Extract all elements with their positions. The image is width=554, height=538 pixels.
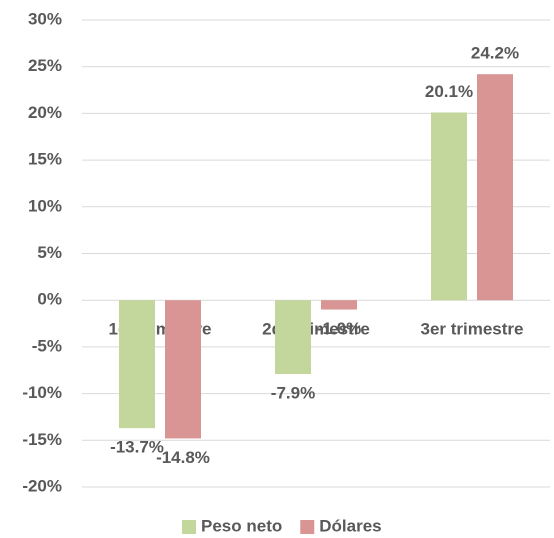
- y-tick-label: 20%: [28, 103, 62, 122]
- data-label: -14.8%: [156, 448, 210, 467]
- y-tick-label: 10%: [28, 196, 62, 215]
- data-label: 24.2%: [471, 44, 519, 63]
- y-tick-label: -15%: [22, 430, 62, 449]
- y-tick-label: -20%: [22, 476, 62, 495]
- bar: [165, 300, 201, 439]
- legend-label: Peso neto: [201, 516, 282, 535]
- bar: [119, 300, 155, 429]
- bar: [477, 74, 513, 301]
- data-label: 20.1%: [425, 82, 473, 101]
- y-tick-label: -10%: [22, 383, 62, 402]
- y-tick-label: 15%: [28, 150, 62, 169]
- y-tick-label: 0%: [37, 290, 62, 309]
- y-tick-label: 5%: [37, 243, 62, 262]
- bar: [275, 300, 311, 374]
- x-tick-label: 3er trimestre: [420, 320, 523, 339]
- bar: [431, 112, 467, 301]
- data-label: -7.9%: [271, 383, 315, 402]
- data-label: -1.0%: [317, 319, 361, 338]
- y-tick-label: 25%: [28, 56, 62, 75]
- legend-swatch: [300, 520, 315, 534]
- legend-label: Dólares: [319, 516, 381, 535]
- legend-swatch: [182, 520, 196, 534]
- y-tick-label: 30%: [28, 9, 62, 28]
- bar: [321, 300, 357, 310]
- data-label: -13.7%: [110, 438, 164, 457]
- y-tick-label: -5%: [32, 336, 62, 355]
